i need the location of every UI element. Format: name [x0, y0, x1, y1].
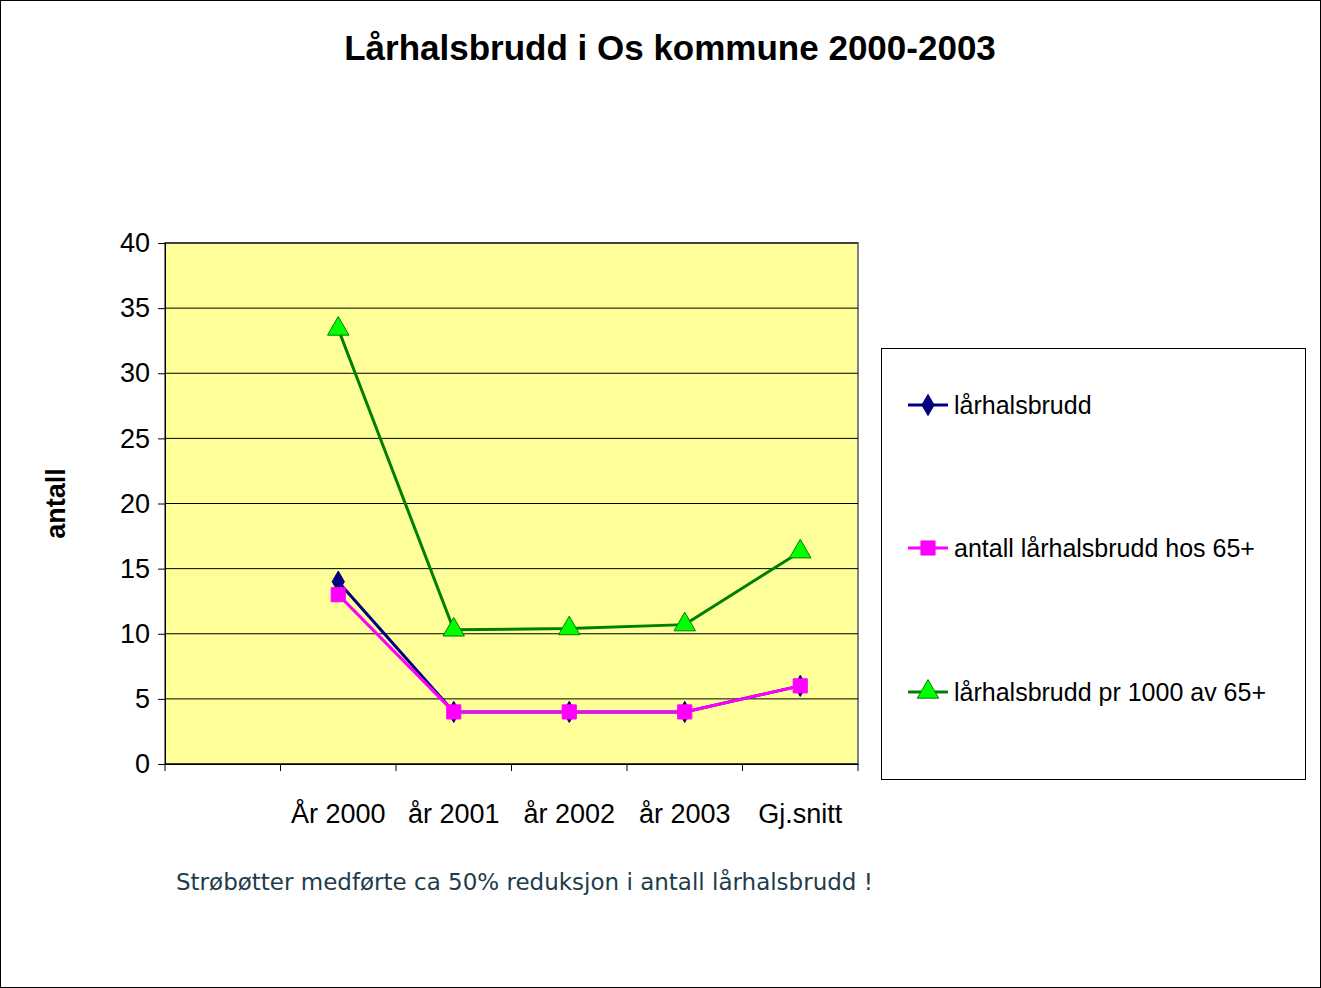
x-tick: år 2003: [639, 764, 731, 829]
x-band-tick: [165, 764, 166, 771]
y-tick: 35: [120, 293, 165, 323]
y-tick: 10: [120, 619, 165, 649]
series-marker: [562, 705, 576, 719]
y-tick-mark: [158, 569, 165, 570]
series-marker: [794, 675, 806, 696]
y-axis-line: [158, 244, 166, 765]
x-tick-label: år 2001: [408, 799, 500, 829]
grid-line: [165, 243, 858, 244]
series-line: [338, 582, 800, 712]
chart: Lårhalsbrudd i Os kommune 2000-2003 0 5 10 1…: [0, 0, 1321, 988]
y-tick: 20: [120, 489, 165, 519]
series-marker: [790, 539, 811, 558]
series-marker: [447, 705, 461, 719]
y-tick-mark: [158, 373, 165, 374]
legend-label: lårhalsbrudd: [954, 391, 1092, 419]
grid-line: [165, 633, 858, 634]
y-tick-label: 20: [120, 489, 150, 519]
y-tick-mark: [158, 634, 165, 635]
y-tick-label: 25: [120, 424, 150, 454]
legend-item: antall lårhalsbrudd hos 65+: [908, 534, 1255, 562]
legend-box: [882, 349, 1306, 780]
y-tick-label: 5: [135, 684, 150, 714]
y-tick-mark: [158, 308, 165, 309]
x-tick: Gj.snitt: [758, 764, 843, 829]
x-tick: år 2001: [408, 764, 500, 829]
x-band-tick: [858, 764, 859, 771]
x-tick-label: År 2000: [291, 798, 386, 829]
y-tick-mark: [158, 243, 165, 244]
grid-line: [165, 568, 858, 569]
grid: [165, 243, 858, 764]
x-band-tick: [511, 764, 512, 771]
y-tick-mark: [158, 504, 165, 505]
y-tick-label: 10: [120, 619, 150, 649]
x-band-tick: [396, 764, 397, 771]
y-tick-mark: [158, 699, 165, 700]
legend-swatch-marker: [917, 680, 938, 699]
y-tick: 30: [120, 358, 165, 388]
y-tick-mark: [158, 764, 165, 765]
grid-line: [165, 438, 858, 439]
legend-item: lårhalsbrudd pr 1000 av 65+: [908, 678, 1266, 706]
y-tick-label: 30: [120, 358, 150, 388]
y-tick-mark: [158, 438, 165, 439]
y-tick: 25: [120, 424, 165, 454]
title: Lårhalsbrudd i Os kommune 2000-2003: [344, 28, 996, 67]
series-marker: [448, 701, 460, 722]
grid-line: [165, 698, 858, 699]
grid-line: [165, 308, 858, 309]
series-marker: [563, 701, 575, 722]
plot-area: [165, 243, 858, 764]
y-tick-label: 0: [135, 749, 150, 779]
annotation: Strøbøtter medførte ca 50% reduksjon i a…: [176, 868, 873, 895]
series-line: [338, 595, 800, 712]
y-tick: 15: [120, 554, 165, 584]
x-band-ticks: [165, 764, 858, 771]
legend: lårhalsbrudd antall lårhalsbrudd hos 65+ l…: [882, 349, 1306, 780]
page-frame: [1, 1, 1321, 988]
x-tick: år 2002: [523, 764, 615, 829]
y-tick-label: 35: [120, 293, 150, 323]
grid-line: [165, 503, 858, 504]
y-tick: 0: [135, 749, 165, 779]
series-marker: [559, 616, 580, 635]
x-tick-label: år 2002: [523, 799, 615, 829]
y-tick-label: 15: [120, 554, 150, 584]
x-axis: År 2000 år 2001 år 2002 år 2003 Gj.snitt: [166, 764, 859, 829]
x-tick-label: Gj.snitt: [758, 799, 843, 829]
y-axis: 0 5 10 15 20 25 30 35 40: [120, 228, 166, 779]
y-tick: 40: [120, 228, 165, 258]
series-marker: [793, 679, 807, 693]
x-band-tick: [627, 764, 628, 771]
x-tick-label: år 2003: [639, 799, 731, 829]
y-tick-label: 40: [120, 228, 150, 258]
legend-item: lårhalsbrudd: [908, 391, 1092, 419]
x-tick: År 2000: [291, 764, 386, 829]
plot-marks: [328, 317, 811, 723]
series-marker: [443, 617, 464, 636]
legend-label: lårhalsbrudd pr 1000 av 65+: [954, 678, 1266, 706]
grid-line: [165, 373, 858, 374]
x-band-tick: [280, 764, 281, 771]
y-axis-title: antall: [41, 468, 71, 539]
series-marker: [328, 317, 349, 336]
x-band-tick: [742, 764, 743, 771]
series-marker: [678, 705, 692, 719]
series-marker: [674, 612, 695, 631]
legend-label: antall lårhalsbrudd hos 65+: [954, 534, 1255, 562]
series-line: [338, 329, 800, 630]
legend-swatch-marker: [921, 541, 935, 555]
y-tick: 5: [135, 684, 165, 714]
legend-swatch-marker: [922, 394, 934, 415]
series-marker: [679, 701, 691, 722]
series-marker: [331, 588, 345, 602]
